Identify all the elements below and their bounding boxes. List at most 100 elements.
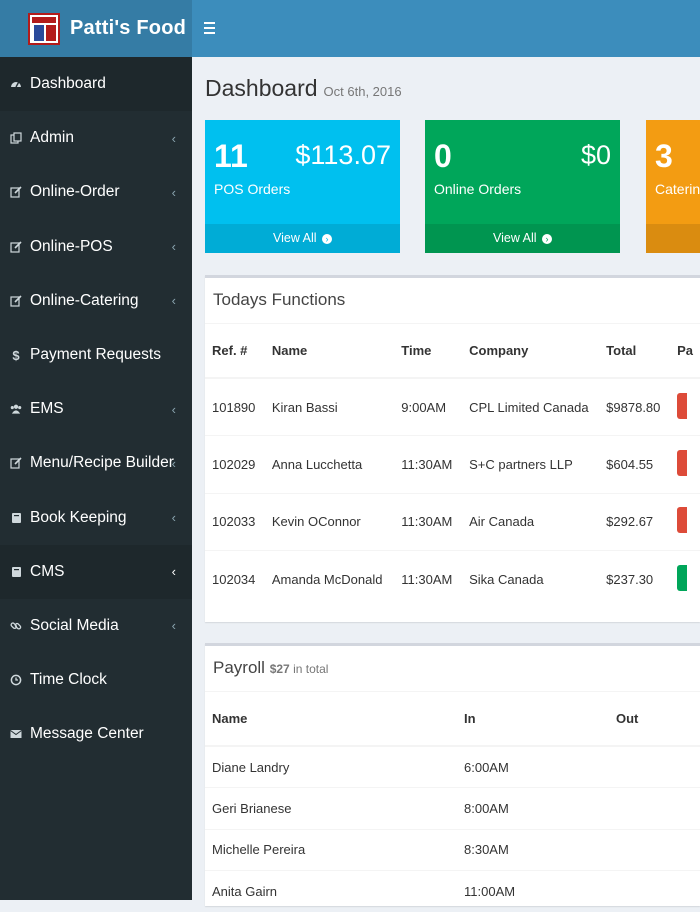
sidebar-item-dashboard[interactable]: Dashboard — [0, 57, 192, 111]
table-header-row: Ref. # Name Time Company Total Pa — [205, 324, 700, 378]
cell-time: 11:30AM — [394, 436, 462, 494]
sidebar-item-cms[interactable]: CMS ‹ — [0, 545, 192, 599]
chevron-left-icon: ‹ — [172, 185, 176, 200]
panel-title: Todays Functions — [205, 278, 700, 324]
sidebar-item-online-catering[interactable]: Online-Catering ‹ — [0, 274, 192, 328]
sidebar-item-label: Payment Requests — [30, 346, 161, 364]
sidebar-item-admin[interactable]: Admin ‹ — [0, 111, 192, 165]
logo-icon — [28, 13, 60, 45]
cell-name: Kiran Bassi — [265, 378, 394, 436]
stat-box-catering: 3 Catering — [646, 120, 700, 253]
cell-company: CPL Limited Canada — [462, 378, 599, 436]
cell-name: Anna Lucchetta — [265, 436, 394, 494]
functions-table: Ref. # Name Time Company Total Pa 101890… — [205, 324, 700, 608]
cell-company: S+C partners LLP — [462, 436, 599, 494]
stat-amount: $0 — [581, 140, 611, 171]
cell-ref: 102034 — [205, 551, 265, 609]
chevron-left-icon: ‹ — [172, 564, 176, 579]
cell-ref: 101890 — [205, 378, 265, 436]
payroll-panel: Payroll $27 in total Name In Out Diane L… — [205, 643, 700, 906]
cell-time: 11:30AM — [394, 493, 462, 551]
sidebar-item-online-order[interactable]: Online-Order ‹ — [0, 165, 192, 219]
edit-icon — [10, 241, 22, 253]
sidebar-item-label: Menu/Recipe Builder — [30, 454, 174, 472]
book-icon — [10, 566, 22, 578]
sidebar-item-label: Book Keeping — [30, 509, 127, 527]
chevron-left-icon: ‹ — [172, 402, 176, 417]
col-paid: Pa — [670, 324, 700, 378]
stat-box-pos-orders: 11 $113.07 POS Orders View All › — [205, 120, 400, 253]
cell-out — [609, 746, 700, 788]
table-row[interactable]: Anita Gairn 11:00AM — [205, 871, 700, 912]
col-name: Name — [265, 324, 394, 378]
link-icon — [10, 620, 22, 632]
sidebar-item-book-keeping[interactable]: Book Keeping ‹ — [0, 491, 192, 545]
sidebar-item-online-pos[interactable]: Online-POS ‹ — [0, 220, 192, 274]
page-title-text: Dashboard — [205, 75, 318, 101]
sidebar-item-menu-recipe-builder[interactable]: Menu/Recipe Builder ‹ — [0, 436, 192, 490]
todays-functions-panel: Todays Functions Ref. # Name Time Compan… — [205, 275, 700, 622]
table-row[interactable]: 101890 Kiran Bassi 9:00AM CPL Limited Ca… — [205, 378, 700, 436]
top-navbar — [192, 0, 700, 57]
sidebar-item-label: Online-Order — [30, 183, 120, 201]
table-header-row: Name In Out — [205, 692, 700, 746]
cell-in: 8:30AM — [457, 829, 609, 871]
status-button[interactable] — [677, 565, 687, 591]
view-all-link[interactable]: View All › — [425, 224, 620, 253]
chevron-left-icon: ‹ — [172, 618, 176, 633]
view-all-link[interactable]: View All › — [205, 224, 400, 253]
sidebar-item-label: Social Media — [30, 617, 119, 635]
chevron-left-icon: ‹ — [172, 510, 176, 525]
sidebar-item-payment-requests[interactable]: $ Payment Requests — [0, 328, 192, 382]
sidebar-item-label: Online-Catering — [30, 292, 139, 310]
arrow-circle-right-icon: › — [542, 234, 552, 244]
stat-amount: $113.07 — [295, 140, 391, 171]
col-total: Total — [599, 324, 670, 378]
chevron-left-icon: ‹ — [172, 239, 176, 254]
payroll-title: Payroll — [213, 658, 265, 677]
status-button[interactable] — [677, 450, 687, 476]
sidebar-item-social-media[interactable]: Social Media ‹ — [0, 599, 192, 653]
cell-out — [609, 829, 700, 871]
cell-in: 11:00AM — [457, 871, 609, 912]
sidebar: Dashboard Admin ‹ Online-Order ‹ Online-… — [0, 57, 192, 900]
cell-total: $9878.80 — [599, 378, 670, 436]
table-row[interactable]: 102033 Kevin OConnor 11:30AM Air Canada … — [205, 493, 700, 551]
table-row[interactable]: 102029 Anna Lucchetta 11:30AM S+C partne… — [205, 436, 700, 494]
payroll-table: Name In Out Diane Landry 6:00AM Geri Bri… — [205, 692, 700, 912]
sidebar-item-label: Admin — [30, 129, 74, 147]
status-button[interactable] — [677, 393, 687, 419]
sidebar-item-ems[interactable]: EMS ‹ — [0, 382, 192, 436]
sidebar-item-time-clock[interactable]: Time Clock — [0, 653, 192, 707]
sidebar-item-label: EMS — [30, 400, 64, 418]
arrow-circle-right-icon: › — [322, 234, 332, 244]
menu-toggle-icon[interactable] — [204, 22, 215, 34]
view-all-link[interactable] — [646, 224, 700, 253]
col-ref: Ref. # — [205, 324, 265, 378]
chevron-left-icon: ‹ — [172, 131, 176, 146]
dashboard-icon — [10, 78, 22, 90]
col-time: Time — [394, 324, 462, 378]
brand-name: Patti's Food — [70, 17, 186, 40]
cell-ref: 102033 — [205, 493, 265, 551]
cell-time: 9:00AM — [394, 378, 462, 436]
panel-title: Payroll $27 in total — [205, 646, 700, 692]
stat-count: 0 — [434, 138, 452, 175]
table-row[interactable]: Michelle Pereira 8:30AM — [205, 829, 700, 871]
table-row[interactable]: 102034 Amanda McDonald 11:30AM Sika Cana… — [205, 551, 700, 609]
cell-name: Diane Landry — [205, 746, 457, 788]
stat-box-online-orders: 0 $0 Online Orders View All › — [425, 120, 620, 253]
table-row[interactable]: Diane Landry 6:00AM — [205, 746, 700, 788]
stat-count: 11 — [214, 138, 248, 175]
sidebar-item-message-center[interactable]: Message Center — [0, 707, 192, 761]
page-date: Oct 6th, 2016 — [324, 84, 402, 99]
col-out: Out — [609, 692, 700, 746]
cell-name: Michelle Pereira — [205, 829, 457, 871]
status-button[interactable] — [677, 507, 687, 533]
col-name: Name — [205, 692, 457, 746]
page-title: Dashboard Oct 6th, 2016 — [205, 75, 402, 102]
brand-logo-area[interactable]: Patti's Food — [0, 0, 192, 57]
table-row[interactable]: Geri Brianese 8:00AM — [205, 788, 700, 830]
sidebar-item-label: Online-POS — [30, 238, 113, 256]
cell-name: Kevin OConnor — [265, 493, 394, 551]
